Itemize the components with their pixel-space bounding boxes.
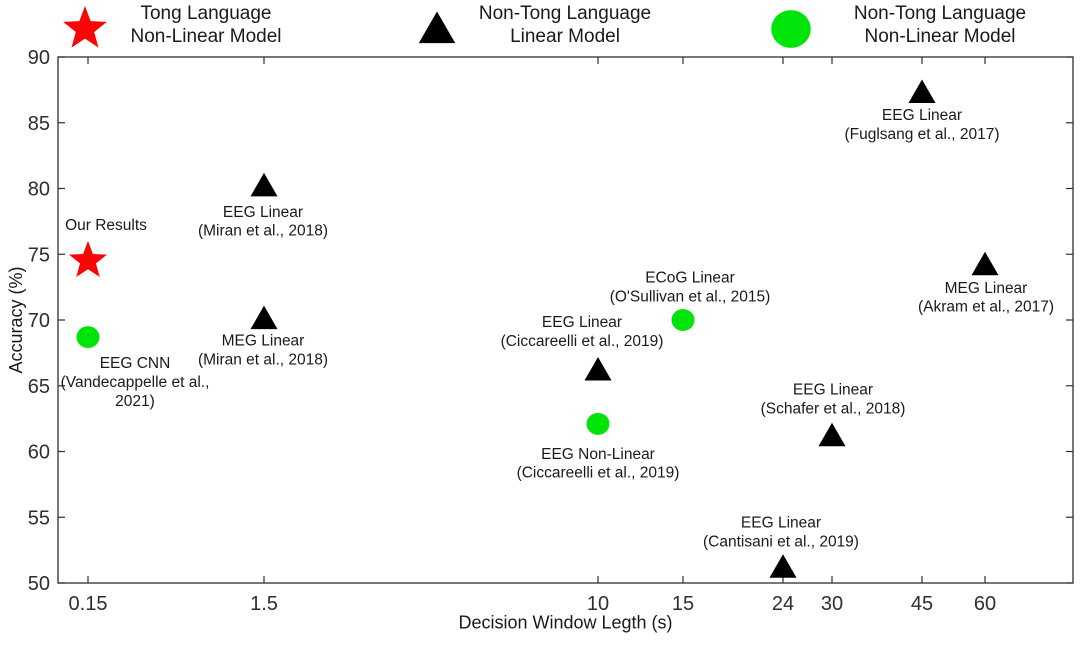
legend-line: Non-Linear Model bbox=[130, 25, 282, 47]
point-label: EEG Linear bbox=[741, 515, 821, 532]
legend-label-nontong-linear: Non-Tong Language Linear Model bbox=[455, 3, 675, 48]
x-tick-label: 1.5 bbox=[250, 593, 278, 615]
marker-circle bbox=[671, 309, 695, 331]
y-axis-label: Accuracy (%) bbox=[6, 266, 26, 373]
point-label: EEG Linear bbox=[793, 382, 873, 399]
point-label: Our Results bbox=[65, 217, 147, 234]
marker-triangle bbox=[250, 172, 278, 197]
point-label: (Vandecappelle et al., bbox=[61, 374, 210, 391]
legend-line: Tong Language bbox=[140, 3, 272, 24]
marker-triangle bbox=[584, 356, 612, 381]
star-icon bbox=[63, 6, 107, 48]
marker-circle bbox=[586, 412, 610, 435]
marker-triangle bbox=[908, 79, 936, 104]
marker-triangle bbox=[250, 305, 278, 330]
marker-circle bbox=[76, 326, 100, 349]
point-label: EEG Non-Linear bbox=[541, 446, 655, 463]
x-tick-label: 45 bbox=[911, 593, 933, 615]
y-tick-label: 75 bbox=[28, 244, 50, 266]
point-label: MEG Linear bbox=[222, 333, 305, 350]
x-tick-label: 15 bbox=[672, 593, 694, 615]
marker-triangle bbox=[769, 554, 797, 578]
y-tick-label: 50 bbox=[28, 573, 50, 595]
point-label: (Miran et al., 2018) bbox=[198, 223, 328, 240]
x-tick-label: 60 bbox=[974, 593, 996, 615]
marker-star bbox=[68, 240, 108, 278]
circle-icon bbox=[771, 10, 811, 48]
point-label: (Akram et al., 2017) bbox=[918, 299, 1054, 316]
legend-line: Non-Tong Language bbox=[853, 3, 1027, 24]
point-label: EEG Linear bbox=[542, 314, 622, 331]
y-tick-label: 55 bbox=[28, 507, 50, 529]
y-tick-label: 60 bbox=[28, 442, 50, 464]
point-label: ECoG Linear bbox=[645, 270, 735, 287]
marker-triangle bbox=[971, 251, 999, 276]
point-label: (Schafer et al., 2018) bbox=[761, 401, 906, 418]
x-tick-label: 30 bbox=[821, 593, 843, 615]
triangle-icon bbox=[418, 11, 456, 44]
y-tick-label: 85 bbox=[28, 113, 50, 135]
point-label: (Cantisani et al., 2019) bbox=[703, 534, 859, 551]
x-tick-label: 10 bbox=[587, 593, 609, 615]
legend-line: Non-Tong Language bbox=[478, 3, 652, 24]
legend-label-nontong-nonlinear: Non-Tong Language Non-Linear Model bbox=[830, 3, 1050, 48]
legend-line: Linear Model bbox=[510, 25, 620, 47]
point-label: (Miran et al., 2018) bbox=[198, 351, 328, 368]
legend-line: Non-Linear Model bbox=[864, 25, 1016, 47]
y-tick-label: 90 bbox=[28, 47, 50, 69]
marker-triangle bbox=[418, 11, 456, 44]
x-axis-label: Decision Window Legth (s) bbox=[458, 613, 672, 633]
point-label: 2021) bbox=[115, 393, 155, 410]
point-label: (O'Sullivan et al., 2015) bbox=[610, 288, 771, 305]
point-label: EEG Linear bbox=[223, 204, 303, 221]
y-tick-label: 80 bbox=[28, 179, 50, 201]
point-label: (Fuglsang et al., 2017) bbox=[844, 126, 999, 143]
marker-circle bbox=[771, 10, 811, 48]
legend-label-tong-nonlinear: Tong Language Non-Linear Model bbox=[108, 3, 304, 48]
point-label: MEG Linear bbox=[945, 280, 1028, 297]
point-label: EEG Linear bbox=[882, 107, 962, 124]
point-label: (Ciccareelli et al., 2019) bbox=[501, 333, 664, 350]
point-label: (Ciccareelli et al., 2019) bbox=[517, 465, 680, 482]
y-tick-label: 70 bbox=[28, 310, 50, 332]
x-tick-label: 24 bbox=[772, 593, 794, 615]
marker-star bbox=[63, 6, 107, 48]
legend: Tong Language Non-Linear Model Non-Tong … bbox=[0, 0, 1080, 57]
point-label: EEG CNN bbox=[100, 355, 171, 372]
x-tick-label: 0.15 bbox=[69, 593, 108, 615]
y-tick-label: 65 bbox=[28, 376, 50, 398]
marker-triangle bbox=[818, 422, 846, 447]
